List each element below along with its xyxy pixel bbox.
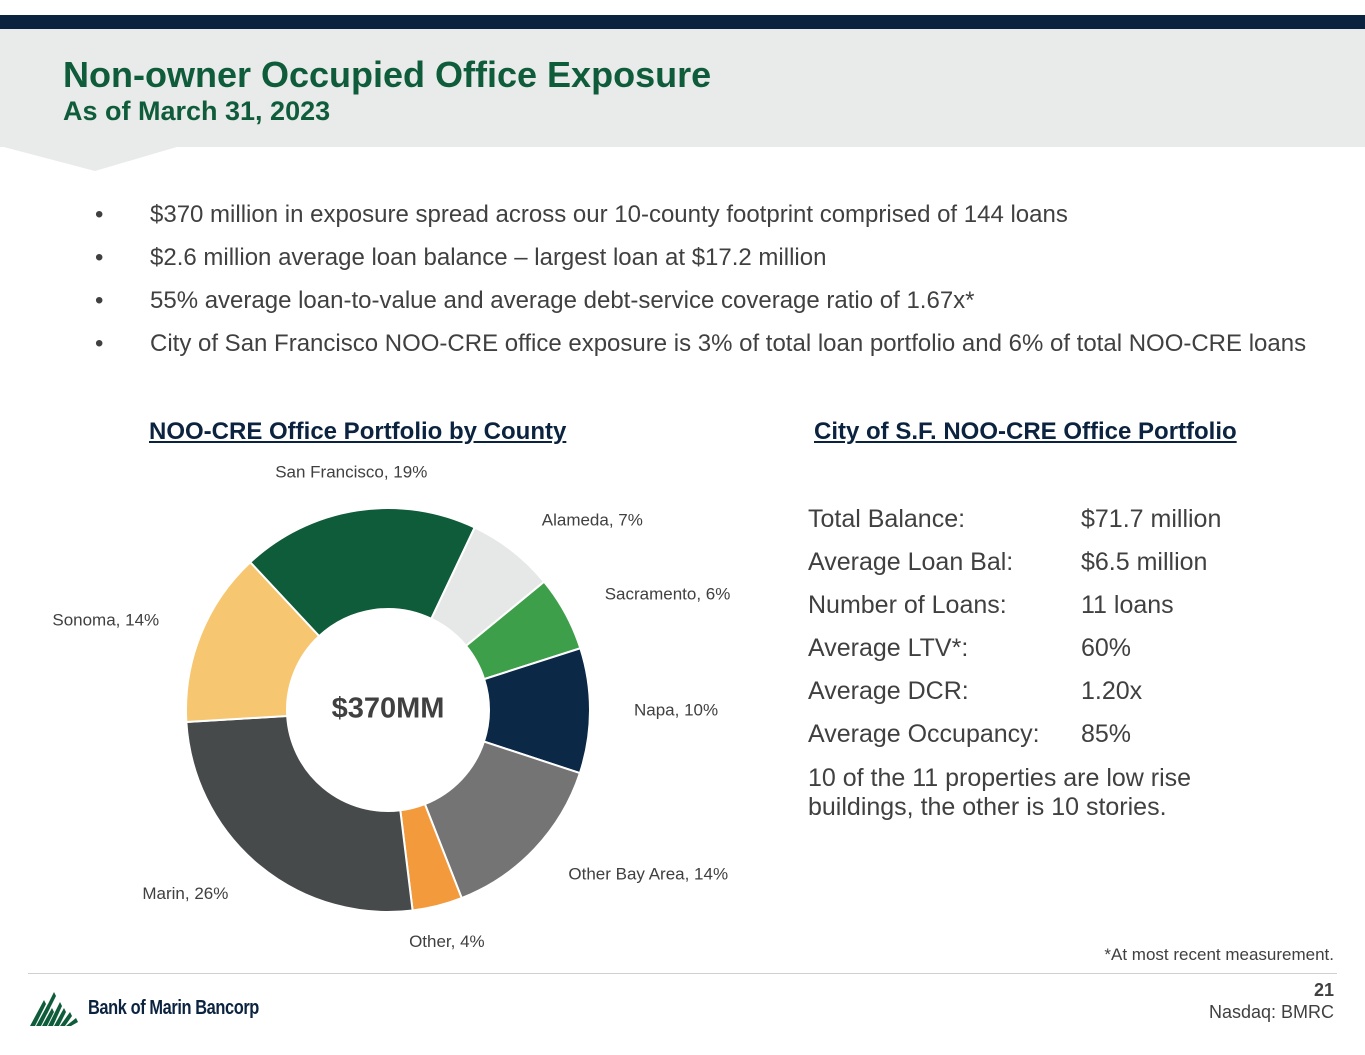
county-chart-heading: NOO-CRE Office Portfolio by County: [149, 418, 567, 445]
stat-row-average-ltv: Average LTV*: 60%: [808, 627, 1328, 670]
stat-row-number-of-loans: Number of Loans: 11 loans: [808, 584, 1328, 627]
stat-row-average-occupancy: Average Occupancy: 85%: [808, 713, 1328, 756]
bullet-text: $2.6 million average loan balance – larg…: [150, 244, 827, 271]
bullet-item: • $2.6 million average loan balance – lar…: [95, 243, 1315, 272]
stat-value: $71.7 million: [1081, 505, 1222, 533]
donut-label-marin: Marin, 26%: [142, 884, 228, 903]
stat-label: Average Loan Bal:: [808, 548, 1014, 576]
donut-label-napa: Napa, 10%: [634, 700, 718, 719]
donut-labels: San Francisco, 19% Alameda, 7% Sacramento,…: [52, 462, 730, 951]
bullet-item: • City of San Francisco NOO-CRE office ex…: [95, 329, 1315, 358]
company-logo: Bank of Marin Bancorp: [30, 990, 296, 1026]
sf-stats-panel: Total Balance: $71.7 million Average Loa…: [808, 498, 1328, 822]
header-notch: [0, 146, 180, 171]
logo-text: Bank of Marin Bancorp: [88, 996, 259, 1019]
stat-value: 60%: [1081, 634, 1132, 662]
donut-slice-san-francisco: [248, 507, 476, 638]
stat-value: 1.20x: [1081, 677, 1143, 705]
page-subtitle: As of March 31, 2023: [63, 96, 331, 126]
donut-center-label: $370MM: [332, 693, 445, 725]
stat-value: 85%: [1081, 720, 1132, 748]
header-band: [0, 29, 1365, 147]
bullet-dot: •: [95, 287, 104, 314]
donut-slice-marin: [185, 714, 414, 913]
donut-label-other-bay-area: Other Bay Area, 14%: [568, 864, 728, 883]
bullet-dot: •: [95, 201, 104, 228]
donut-slices: [185, 507, 591, 913]
stat-label: Average DCR:: [808, 677, 969, 705]
bullet-text: 55% average loan-to-value and average de…: [150, 287, 975, 314]
donut-slice-sonoma: [185, 560, 321, 724]
sf-portfolio-heading: City of S.F. NOO-CRE Office Portfolio: [814, 418, 1237, 445]
stat-row-average-dcr: Average DCR: 1.20x: [808, 670, 1328, 713]
stat-row-average-loan-bal: Average Loan Bal: $6.5 million: [808, 541, 1328, 584]
donut-slice-other-bay-area: [423, 740, 582, 900]
exchange-ticker: Nasdaq: BMRC: [1208, 1002, 1334, 1022]
top-accent-bar: [0, 15, 1365, 29]
stat-label: Average Occupancy:: [808, 720, 1040, 748]
stat-label: Average LTV*:: [808, 634, 969, 662]
donut-label-sonoma: Sonoma, 14%: [52, 610, 159, 629]
stat-label: Number of Loans:: [808, 591, 1007, 619]
donut-label-san-francisco: San Francisco, 19%: [275, 462, 427, 481]
page-number: 21: [1313, 980, 1334, 1000]
bullet-list: • $370 million in exposure spread across …: [95, 200, 1315, 372]
bullet-item: • 55% average loan-to-value and average d…: [95, 286, 1315, 315]
county-donut-chart: San Francisco, 19% Alameda, 7% Sacramento,…: [0, 460, 780, 960]
mountain-logo-icon: [30, 992, 78, 1026]
bullet-item: • $370 million in exposure spread across …: [95, 200, 1315, 229]
donut-svg: San Francisco, 19% Alameda, 7% Sacramento,…: [52, 462, 730, 951]
donut-label-sacramento: Sacramento, 6%: [605, 585, 731, 604]
footnote: *At most recent measurement.: [1104, 945, 1334, 964]
stat-value: 11 loans: [1081, 591, 1174, 619]
bullet-text: City of San Francisco NOO-CRE office exp…: [150, 330, 1307, 357]
page-title: Non-owner Occupied Office Exposure: [63, 54, 712, 95]
sf-properties-note: 10 of the 11 properties are low rise bui…: [808, 764, 1192, 821]
stat-label: Total Balance:: [808, 505, 966, 533]
stat-row-total-balance: Total Balance: $71.7 million: [808, 498, 1328, 541]
stat-value: $6.5 million: [1081, 548, 1208, 576]
bullet-dot: •: [95, 330, 104, 357]
donut-label-other: Other, 4%: [409, 932, 485, 951]
donut-label-alameda: Alameda, 7%: [542, 510, 643, 529]
bullet-dot: •: [95, 244, 104, 271]
bullet-text: $370 million in exposure spread across o…: [150, 201, 1068, 228]
footer-divider: [28, 973, 1337, 974]
